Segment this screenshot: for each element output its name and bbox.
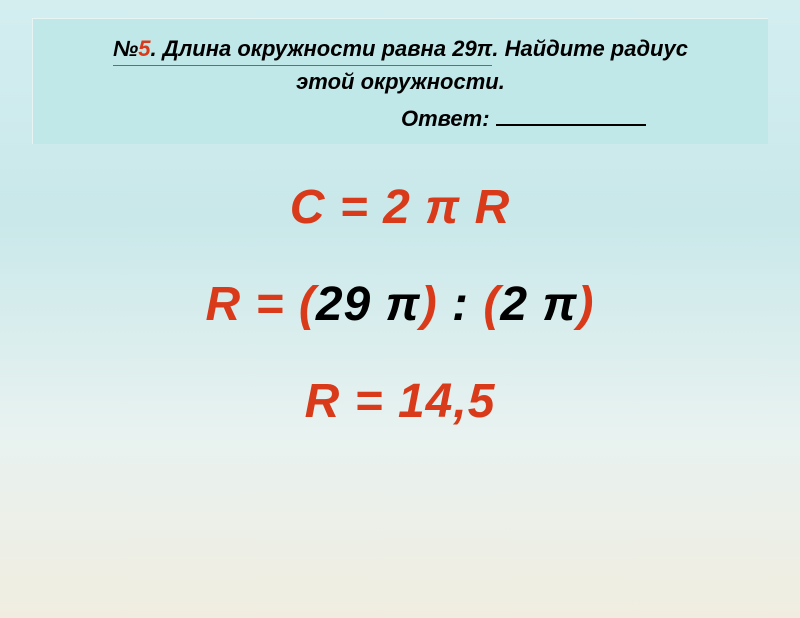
f2-paren-4: ) bbox=[578, 278, 595, 331]
question-line-2: этой окружности. bbox=[296, 69, 505, 94]
formula-radius-calc: R = (29 π) : (2 π) bbox=[0, 277, 800, 332]
formula-circumference: C = 2 π R bbox=[0, 180, 800, 235]
question-number: 5 bbox=[138, 36, 150, 61]
number-symbol: № bbox=[113, 36, 138, 61]
f2-val-1: 29 π bbox=[316, 278, 421, 331]
answer-label: Ответ: bbox=[401, 106, 490, 131]
f2-r: R = bbox=[205, 278, 298, 331]
answer-blank bbox=[496, 124, 646, 126]
q-text-1: . Длина окружности равна bbox=[150, 36, 452, 61]
question-text: №5. Длина окружности равна 29π. Найдите … bbox=[51, 33, 750, 98]
f2-val-2: 2 π bbox=[500, 278, 577, 331]
formula-result: R = 14,5 bbox=[0, 374, 800, 429]
q-value: 29π bbox=[452, 36, 492, 61]
f2-paren-1: ( bbox=[299, 278, 316, 331]
q-text-2: . Найдите радиус bbox=[492, 36, 688, 61]
answer-row: Ответ: bbox=[51, 106, 750, 132]
f2-paren-3: ( bbox=[483, 278, 500, 331]
f2-mid: : bbox=[438, 278, 484, 331]
f2-paren-2: ) bbox=[421, 278, 438, 331]
question-box: №5. Длина окружности равна 29π. Найдите … bbox=[32, 18, 768, 144]
formula-area: C = 2 π R R = (29 π) : (2 π) R = 14,5 bbox=[0, 144, 800, 429]
question-line-1: №5. Длина окружности равна 29π bbox=[113, 33, 492, 66]
